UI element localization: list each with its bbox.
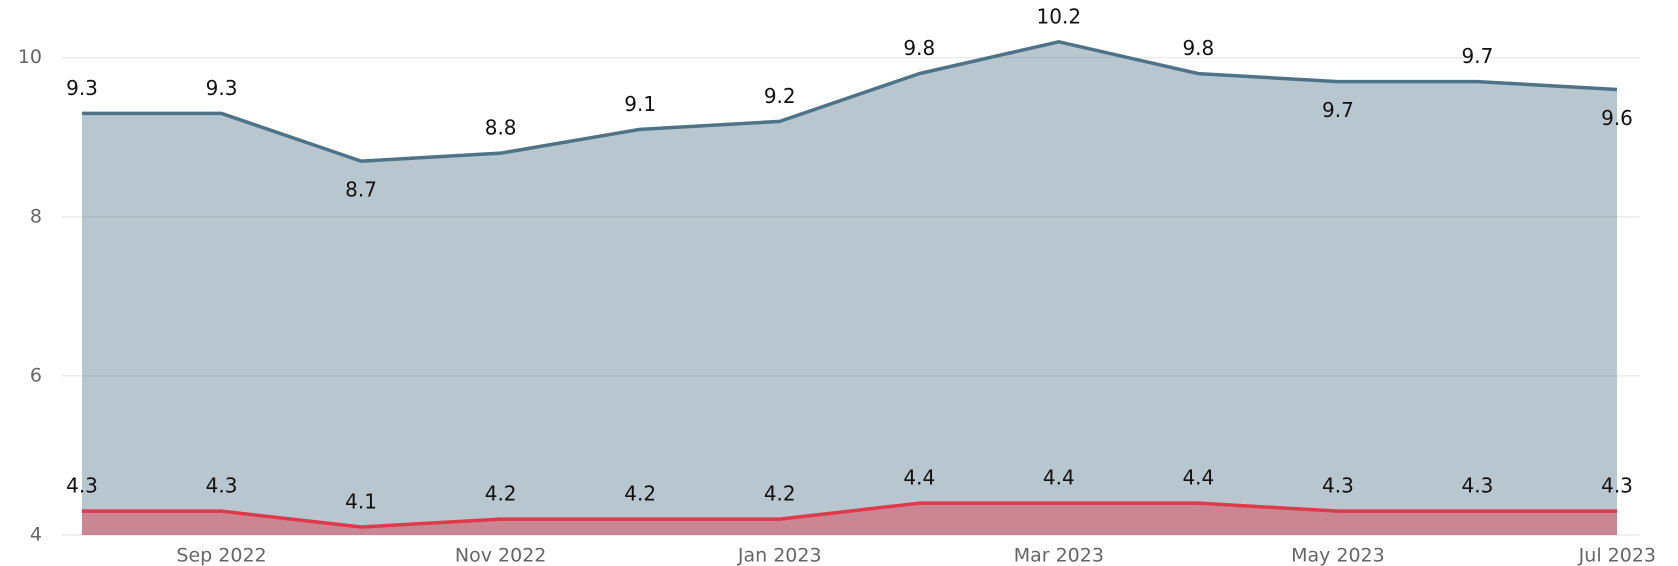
data-label: 8.7 [345,178,377,202]
x-tick-label: Mar 2023 [1014,545,1104,566]
data-label: 4.3 [66,474,98,498]
x-tick-label: May 2023 [1291,545,1385,566]
data-label: 4.3 [1322,474,1354,498]
data-label: 9.1 [624,92,656,116]
x-tick-label: Nov 2022 [455,545,546,566]
data-label: 4.4 [903,466,935,490]
x-tick-label: Sep 2022 [176,545,266,566]
data-label: 9.7 [1322,98,1354,122]
area [82,41,1617,536]
data-label: 4.3 [1462,474,1494,498]
data-label: 4.2 [624,482,656,506]
data-label: 4.2 [485,482,517,506]
x-tick-label: Jul 2023 [1578,545,1656,566]
data-label: 8.8 [485,116,517,140]
data-label: 4.3 [1601,474,1633,498]
data-label: 9.6 [1601,106,1633,130]
y-tick-label: 8 [30,205,42,227]
data-label: 10.2 [1037,4,1082,28]
y-tick-label: 10 [18,46,42,68]
data-label: 4.3 [206,474,238,498]
data-label: 4.2 [764,482,796,506]
data-label: 4.4 [1182,466,1214,490]
x-tick-label: Jan 2023 [737,545,822,566]
line [82,501,1617,529]
data-label: 9.7 [1462,44,1494,68]
data-label: 9.2 [764,84,796,108]
data-label: 9.3 [206,76,238,100]
y-tick-label: 6 [30,364,42,386]
data-label: 4.4 [1043,466,1075,490]
y-tick-label: 4 [30,524,42,546]
data-label: 4.1 [345,490,377,514]
line [82,40,1618,163]
data-label: 9.8 [903,36,935,60]
area [82,503,1617,535]
data-label: 9.8 [1182,36,1214,60]
data-label: 9.3 [66,76,98,100]
